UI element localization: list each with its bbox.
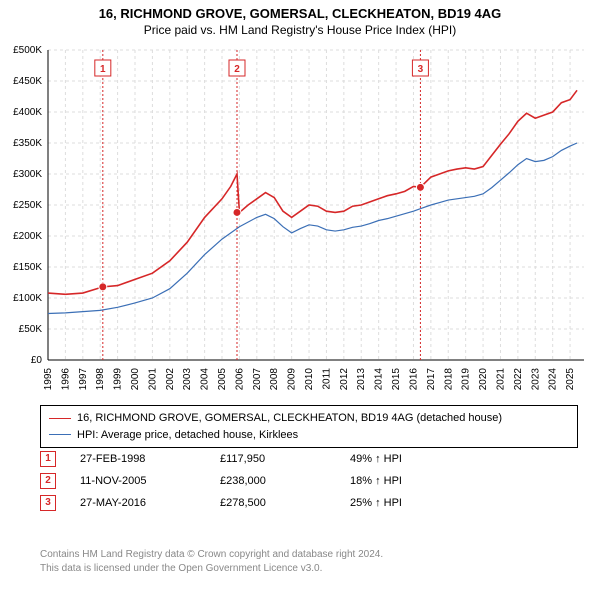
svg-text:1995: 1995	[43, 368, 54, 391]
svg-text:2005: 2005	[217, 368, 228, 391]
svg-text:1: 1	[100, 64, 106, 75]
svg-text:2: 2	[234, 64, 240, 75]
footer-line-2: This data is licensed under the Open Gov…	[40, 562, 383, 576]
svg-text:£0: £0	[31, 355, 43, 366]
legend-swatch	[49, 418, 71, 419]
svg-text:2015: 2015	[391, 368, 402, 391]
svg-text:£450K: £450K	[13, 76, 42, 87]
transaction-date: 11-NOV-2005	[80, 470, 220, 492]
transaction-pct: 49% ↑ HPI	[350, 448, 402, 470]
legend-label: 16, RICHMOND GROVE, GOMERSAL, CLECKHEATO…	[77, 410, 502, 427]
svg-text:3: 3	[418, 64, 424, 75]
line-chart: £0 £50K £100K £150K £200K £250K £300K £350K £400…	[0, 0, 600, 410]
svg-text:2019: 2019	[461, 368, 472, 391]
svg-text:2016: 2016	[408, 368, 419, 391]
transaction-price: £278,500	[220, 492, 350, 514]
svg-text:£100K: £100K	[13, 293, 42, 304]
legend-swatch	[49, 434, 71, 435]
transaction-marker: 3	[40, 495, 56, 511]
transaction-marker: 1	[40, 451, 56, 467]
transaction-row: 2 11-NOV-2005£238,00018% ↑ HPI	[40, 470, 402, 492]
svg-text:£300K: £300K	[13, 169, 42, 180]
svg-text:£50K: £50K	[19, 324, 43, 335]
svg-text:2020: 2020	[478, 368, 489, 391]
transaction-price: £238,000	[220, 470, 350, 492]
svg-text:2017: 2017	[426, 368, 437, 391]
svg-text:2025: 2025	[565, 368, 576, 391]
svg-text:2021: 2021	[495, 368, 506, 391]
svg-text:2004: 2004	[200, 368, 211, 391]
legend: 16, RICHMOND GROVE, GOMERSAL, CLECKHEATO…	[40, 405, 578, 448]
svg-text:2012: 2012	[339, 368, 350, 391]
svg-text:2006: 2006	[234, 368, 245, 391]
svg-text:2011: 2011	[321, 368, 332, 390]
svg-text:2001: 2001	[147, 368, 158, 391]
svg-text:2003: 2003	[182, 368, 193, 391]
transaction-marker: 2	[40, 473, 56, 489]
svg-text:2000: 2000	[130, 368, 141, 391]
svg-text:£250K: £250K	[13, 200, 42, 211]
svg-text:£200K: £200K	[13, 231, 42, 242]
svg-text:2023: 2023	[530, 368, 541, 391]
svg-text:2018: 2018	[443, 368, 454, 391]
svg-text:1996: 1996	[60, 368, 71, 391]
svg-text:2008: 2008	[269, 368, 280, 391]
attribution-footer: Contains HM Land Registry data © Crown c…	[40, 548, 383, 576]
transaction-date: 27-FEB-1998	[80, 448, 220, 470]
transaction-row: 1 27-FEB-1998£117,95049% ↑ HPI	[40, 448, 402, 470]
svg-text:2013: 2013	[356, 368, 367, 391]
legend-item: HPI: Average price, detached house, Kirk…	[49, 427, 569, 444]
svg-text:2024: 2024	[548, 368, 559, 391]
svg-text:2014: 2014	[374, 368, 385, 391]
svg-text:1997: 1997	[78, 368, 89, 391]
legend-label: HPI: Average price, detached house, Kirk…	[77, 427, 298, 444]
transactions-table: 1 27-FEB-1998£117,95049% ↑ HPI 2 11-NOV-200…	[40, 448, 402, 514]
transaction-date: 27-MAY-2016	[80, 492, 220, 514]
svg-text:1998: 1998	[95, 368, 106, 391]
transaction-row: 3 27-MAY-2016£278,50025% ↑ HPI	[40, 492, 402, 514]
svg-text:2007: 2007	[252, 368, 263, 391]
svg-text:2009: 2009	[287, 368, 298, 391]
svg-text:2022: 2022	[513, 368, 524, 391]
svg-text:2002: 2002	[165, 368, 176, 391]
svg-text:1999: 1999	[113, 368, 124, 391]
footer-line-1: Contains HM Land Registry data © Crown c…	[40, 548, 383, 562]
svg-text:£150K: £150K	[13, 262, 42, 273]
legend-item: 16, RICHMOND GROVE, GOMERSAL, CLECKHEATO…	[49, 410, 569, 427]
transaction-pct: 25% ↑ HPI	[350, 492, 402, 514]
svg-text:£350K: £350K	[13, 138, 42, 149]
transaction-pct: 18% ↑ HPI	[350, 470, 402, 492]
transaction-price: £117,950	[220, 448, 350, 470]
svg-text:£500K: £500K	[13, 45, 42, 56]
svg-text:£400K: £400K	[13, 107, 42, 118]
svg-text:2010: 2010	[304, 368, 315, 391]
